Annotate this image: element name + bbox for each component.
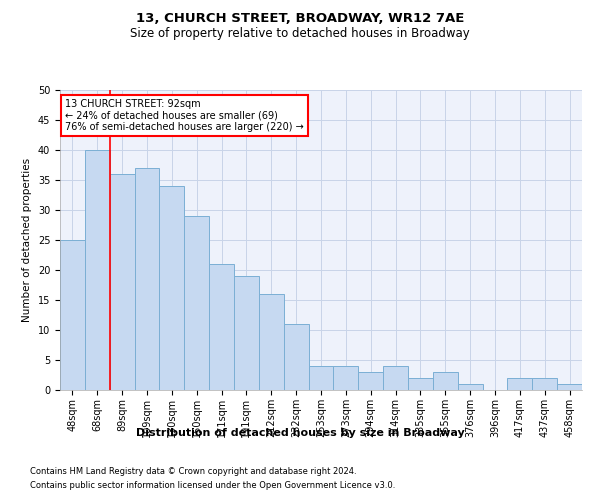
Text: 13 CHURCH STREET: 92sqm
← 24% of detached houses are smaller (69)
76% of semi-de: 13 CHURCH STREET: 92sqm ← 24% of detache… (65, 99, 304, 132)
Bar (308, 366, 334, 390)
Text: Contains public sector information licensed under the Open Government Licence v3: Contains public sector information licen… (30, 481, 395, 490)
Text: Contains HM Land Registry data © Crown copyright and database right 2024.: Contains HM Land Registry data © Crown c… (30, 468, 356, 476)
Bar (334, 366, 358, 390)
Bar (234, 276, 259, 390)
Bar (358, 372, 383, 390)
Bar (433, 372, 458, 390)
Bar (557, 384, 582, 390)
Text: Size of property relative to detached houses in Broadway: Size of property relative to detached ho… (130, 28, 470, 40)
Bar (284, 324, 308, 390)
Text: 13, CHURCH STREET, BROADWAY, WR12 7AE: 13, CHURCH STREET, BROADWAY, WR12 7AE (136, 12, 464, 26)
Bar (60, 240, 85, 390)
Bar (160, 186, 184, 390)
Bar (184, 216, 209, 390)
Bar (408, 378, 433, 390)
Bar (110, 174, 134, 390)
Bar (383, 366, 408, 390)
Bar (532, 378, 557, 390)
Text: Distribution of detached houses by size in Broadway: Distribution of detached houses by size … (136, 428, 464, 438)
Bar (134, 168, 160, 390)
Bar (209, 264, 234, 390)
Bar (85, 150, 110, 390)
Bar (259, 294, 284, 390)
Bar (508, 378, 532, 390)
Y-axis label: Number of detached properties: Number of detached properties (22, 158, 32, 322)
Bar (458, 384, 482, 390)
